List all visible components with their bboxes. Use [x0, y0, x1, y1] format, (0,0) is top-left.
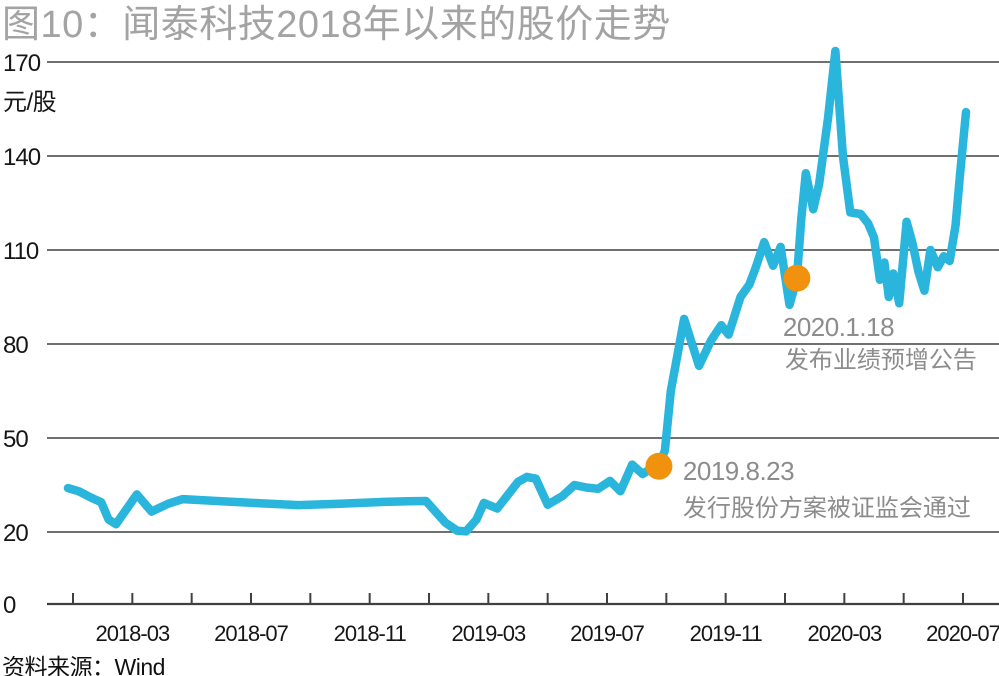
x-tick-label: 2019-11	[690, 621, 763, 646]
y-axis-unit-label: 元/股	[3, 89, 57, 116]
y-tick-label-110: 110	[3, 238, 39, 265]
x-tick-label: 2020-03	[807, 621, 882, 646]
source-note: 资料来源：Wind	[2, 654, 165, 676]
event-marker-dot	[783, 264, 811, 292]
x-tick-label: 2019-03	[451, 621, 526, 646]
x-tick-label: 2018-07	[214, 621, 289, 646]
x-tick-label: 2018-11	[334, 621, 407, 646]
chart-title: 图10：闻泰科技2018年以来的股价走势	[2, 4, 671, 46]
event-marker-dot	[645, 452, 673, 480]
annotation-label: 发布业绩预增公告	[785, 347, 977, 374]
y-tick-label-0: 0	[3, 592, 16, 619]
y-tick-label-170: 170	[3, 50, 41, 77]
annotation-label: 发行股份方案被证监会通过	[683, 495, 971, 522]
y-tick-label-140: 140	[3, 144, 41, 171]
x-tick-label: 2018-03	[95, 621, 170, 646]
stock-price-line	[63, 46, 971, 536]
y-tick-label-80: 80	[3, 332, 28, 359]
y-tick-label-20: 20	[3, 520, 28, 547]
x-tick-label: 2020-07	[926, 621, 999, 646]
annotation-date: 2020.1.18	[783, 312, 894, 342]
y-tick-label-50: 50	[3, 426, 28, 453]
x-tick-label: 2019-07	[570, 621, 645, 646]
annotation-date: 2019.8.23	[683, 456, 794, 486]
